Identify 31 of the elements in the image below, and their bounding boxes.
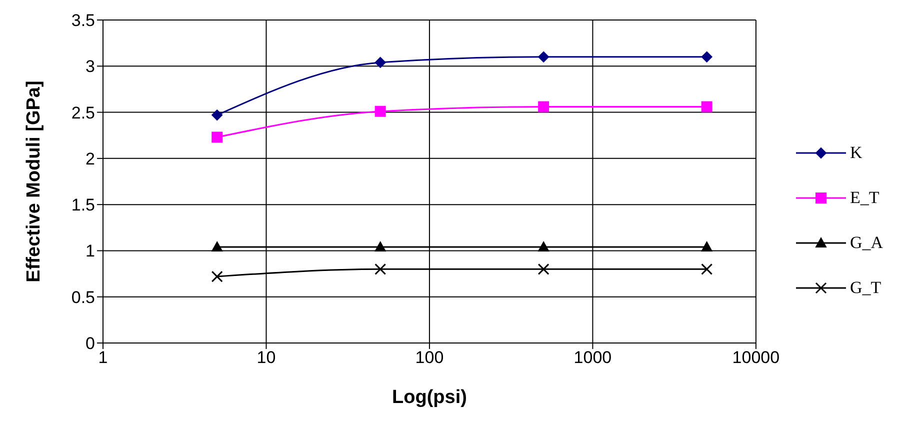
point <box>701 242 712 252</box>
legend-label: E_T <box>850 188 880 208</box>
point <box>212 132 223 143</box>
y-tick-label: 1 <box>86 242 95 261</box>
x-tick-label: 10000 <box>732 348 780 368</box>
point <box>538 51 550 62</box>
x-axis-title: Log(psi) <box>392 387 467 408</box>
point <box>212 242 223 252</box>
y-tick-label: 3.5 <box>71 11 95 30</box>
x-tick-label: 1 <box>98 348 108 368</box>
y-tick-label: 3 <box>86 57 95 76</box>
point <box>374 56 386 68</box>
point <box>701 51 712 62</box>
x-tick-label: 100 <box>415 348 444 368</box>
y-axis-title: Effective Moduli [GPa] <box>24 80 45 282</box>
point <box>374 106 386 117</box>
x-tick-label: 10 <box>256 348 276 368</box>
legend-label: G_T <box>850 278 882 298</box>
legend-label: K <box>850 143 862 163</box>
point <box>212 110 223 121</box>
point <box>701 101 712 112</box>
point <box>538 242 550 252</box>
x-tick-label: 1000 <box>574 348 612 368</box>
point <box>374 242 386 252</box>
y-tick-label: 0.5 <box>71 288 95 307</box>
y-tick-label: 2.5 <box>71 103 95 122</box>
legend-label: G_A <box>850 233 883 253</box>
point <box>538 101 550 112</box>
y-tick-label: 0 <box>86 334 95 354</box>
y-tick-label: 2 <box>86 149 95 168</box>
y-tick-label: 1.5 <box>71 196 95 215</box>
